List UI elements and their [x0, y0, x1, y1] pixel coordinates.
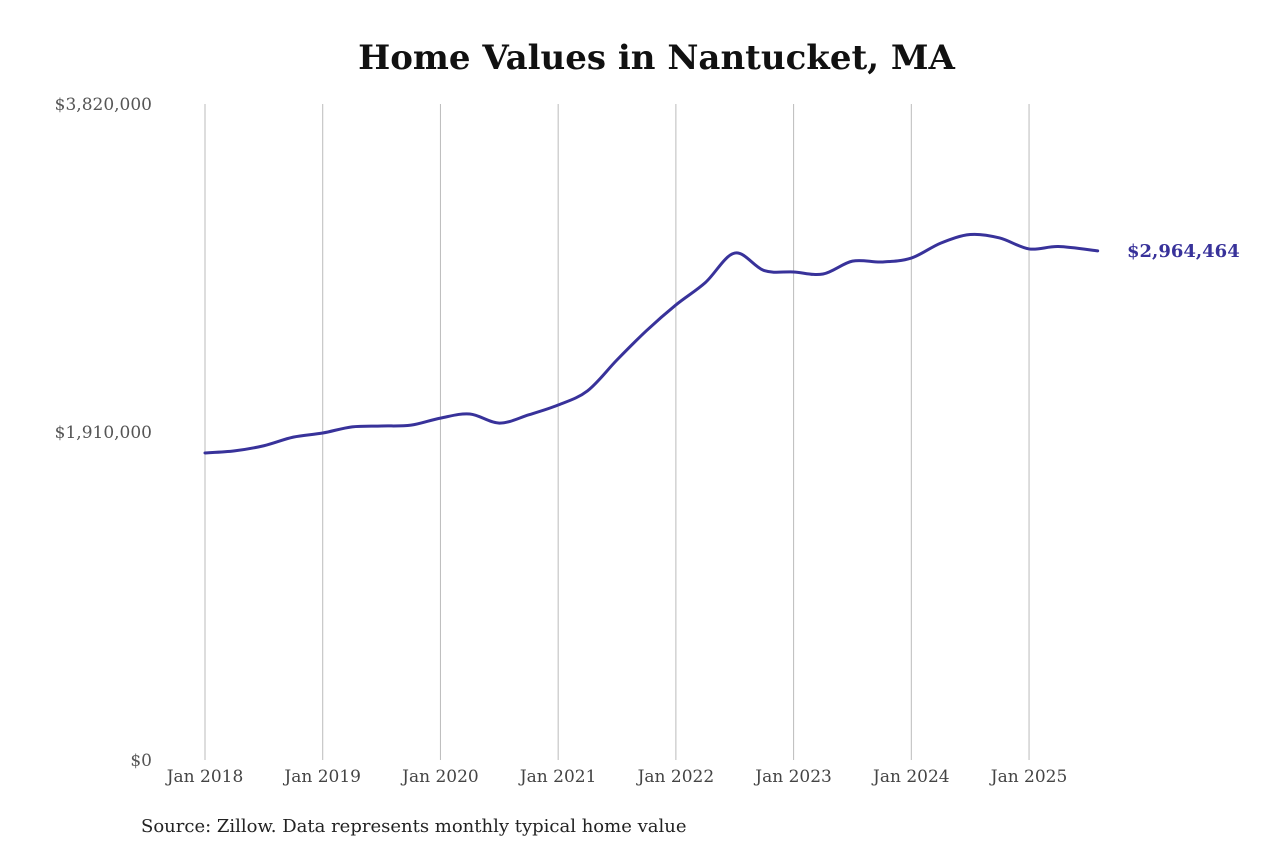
latest-value-label: $2,964,464	[1127, 241, 1240, 262]
x-tick-label: Jan 2025	[989, 767, 1068, 787]
x-tick-label: Jan 2019	[282, 767, 361, 787]
x-tick-label: Jan 2021	[518, 767, 597, 787]
x-tick-label: Jan 2023	[753, 767, 832, 787]
y-tick-label: $3,820,000	[55, 95, 152, 115]
y-tick-label: $0	[130, 751, 152, 771]
source-note: Source: Zillow. Data represents monthly …	[141, 816, 687, 837]
y-axis: $0 $1,910,000 $3,820,000	[55, 95, 152, 771]
home-value-line	[203, 232, 1100, 455]
y-tick-label: $1,910,000	[55, 423, 152, 443]
x-tick-label: Jan 2024	[871, 767, 950, 787]
x-tick-label: Jan 2018	[165, 767, 244, 787]
x-tick-label: Jan 2020	[400, 767, 479, 787]
chart-title: Home Values in Nantucket, MA	[358, 38, 955, 78]
x-axis: Jan 2018 Jan 2019 Jan 2020 Jan 2021 Jan 2022…	[165, 767, 1068, 787]
x-tick-label: Jan 2022	[636, 767, 715, 787]
